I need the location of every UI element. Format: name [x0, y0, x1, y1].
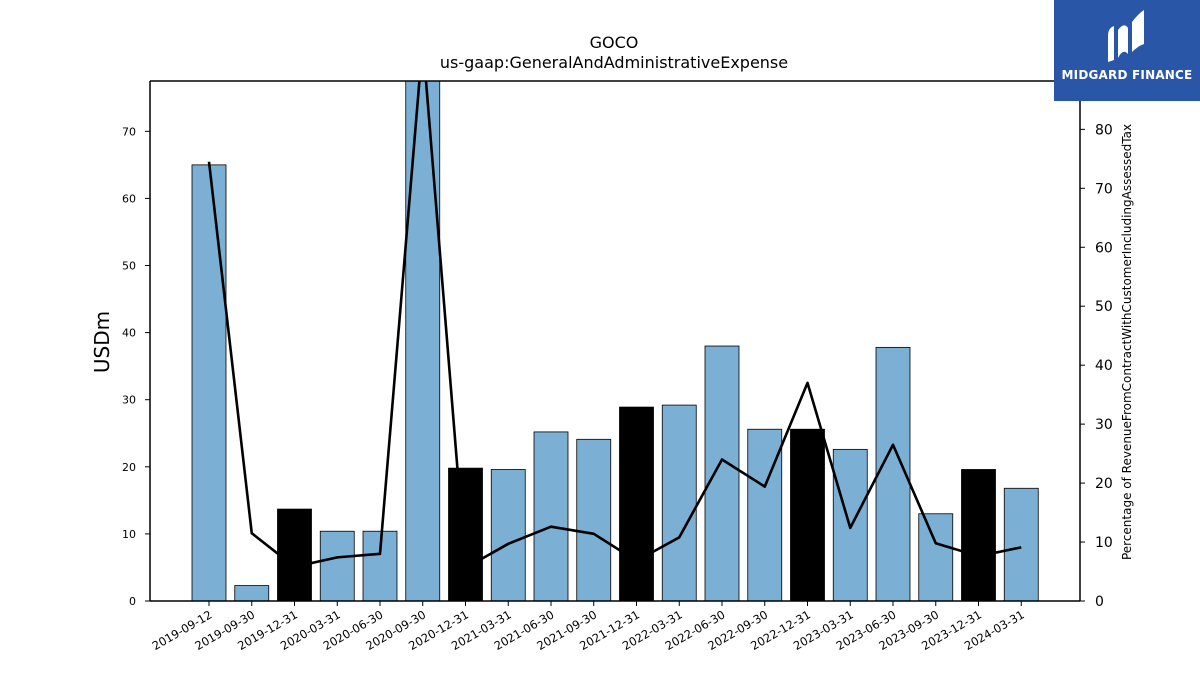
bar-2019-09-12: [191, 164, 227, 601]
y2-tick-label: 70: [1095, 181, 1113, 197]
logo-text: MIDGARD FINANCE: [1061, 68, 1193, 82]
axes: [149, 80, 1081, 602]
y2-tick-label: 0: [1095, 594, 1104, 610]
bar-2020-03-31: [319, 530, 355, 601]
logo-mark-icon: [1108, 10, 1144, 62]
bar-2019-12-31: [277, 508, 312, 601]
bar-2022-03-31: [661, 404, 697, 601]
bar-2019-09-30: [234, 585, 270, 601]
y-tick-label: 70: [122, 125, 136, 138]
y2-tick-label: 80: [1095, 122, 1113, 138]
y-tick-label: 30: [122, 394, 136, 407]
y2-tick-label: 40: [1095, 358, 1113, 374]
bar-2021-06-30: [533, 431, 569, 601]
bar-series: [191, 81, 1039, 601]
bar-2023-09-30: [918, 513, 954, 601]
y-tick-label: 20: [122, 461, 136, 474]
y2-tick-label: 60: [1095, 240, 1113, 256]
bar-2023-06-30: [875, 346, 911, 601]
y2-tick-label: 50: [1095, 299, 1113, 315]
bar-2021-12-31: [619, 406, 654, 601]
ratio-line-series: [207, 81, 1022, 570]
bar-2024-03-31: [1003, 487, 1039, 601]
y2-tick-label: 20: [1095, 476, 1113, 492]
y-tick-label: 10: [122, 528, 136, 541]
brand-logo: MIDGARD FINANCE: [1054, 0, 1200, 101]
bar-2021-03-31: [490, 469, 526, 601]
bar-2022-06-30: [704, 345, 740, 601]
y-tick-label: 60: [122, 192, 136, 205]
bar-2023-12-31: [961, 469, 996, 601]
y2-axis-label: Percentage of RevenueFromContractWithCus…: [1120, 124, 1134, 560]
y2-tick-label: 30: [1095, 417, 1113, 433]
y-tick-label: 50: [122, 260, 136, 273]
bar-2022-12-31: [790, 428, 825, 601]
bar-2021-09-30: [576, 438, 612, 601]
bar-2020-09-30: [405, 81, 441, 601]
ratio-line: [207, 81, 1022, 570]
chart-subtitle: us-gaap:GeneralAndAdministrativeExpense: [440, 53, 788, 72]
y2-tick-label: 10: [1095, 535, 1113, 551]
y-tick-label: 0: [129, 595, 136, 608]
chart-title: GOCO: [590, 33, 639, 52]
bar-2020-12-31: [448, 467, 483, 601]
y-axis-label: USDm: [90, 311, 114, 373]
y-tick-label: 40: [122, 327, 136, 340]
